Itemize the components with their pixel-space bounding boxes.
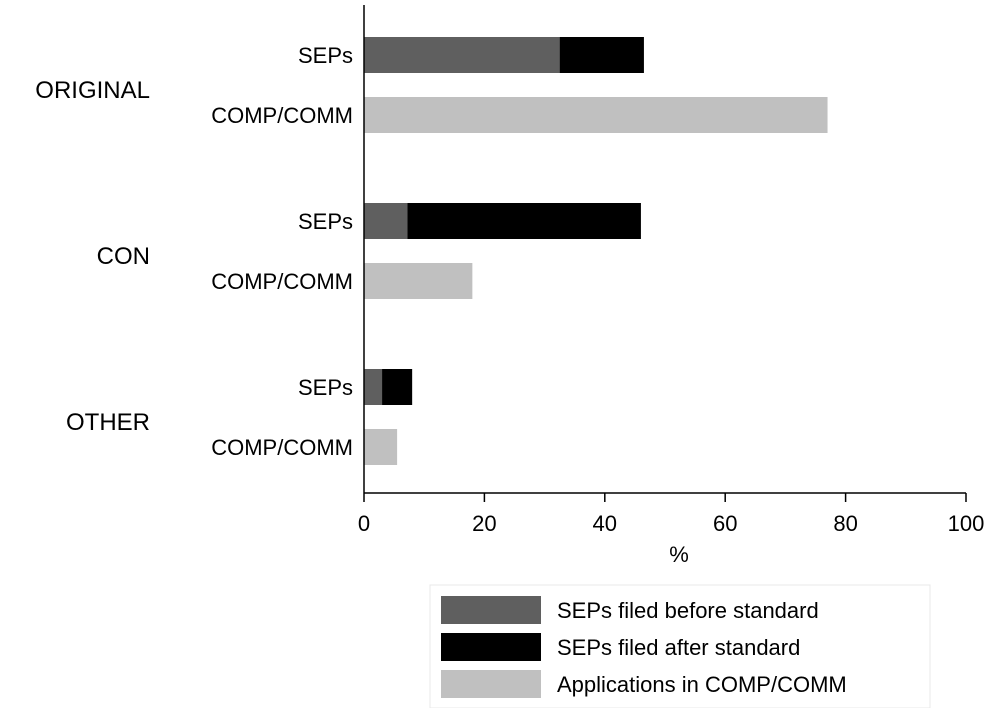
bar-segment — [382, 369, 413, 405]
x-tick-label: 20 — [472, 511, 496, 536]
bar-segment — [364, 369, 383, 405]
legend-label: Applications in COMP/COMM — [557, 672, 847, 697]
legend: SEPs filed before standard SEPs filed aft… — [429, 584, 931, 708]
x-axis-title: % — [669, 542, 689, 567]
bar-segment — [364, 263, 473, 299]
bar-label: SEPs — [298, 375, 353, 400]
group-label-other: OTHER — [66, 409, 150, 436]
legend-swatch — [441, 633, 541, 661]
bar-segment — [364, 37, 560, 73]
bar-label: SEPs — [298, 209, 353, 234]
bar-segment — [559, 37, 644, 73]
legend-label: SEPs filed after standard — [557, 635, 800, 660]
group-label-original: ORIGINAL — [35, 77, 150, 104]
bar-label: COMP/COMM — [211, 269, 353, 294]
x-ticks: 0 20 40 60 80 100 — [358, 493, 984, 536]
group-label-con: CON — [97, 243, 150, 270]
x-tick-label: 80 — [833, 511, 857, 536]
labels-layer: ORIGINAL SEPs COMP/COMM CON SEPs COMP/COMM OTH… — [35, 43, 353, 460]
bar-segment — [364, 429, 398, 465]
x-tick-label: 60 — [713, 511, 737, 536]
bar-label: COMP/COMM — [211, 435, 353, 460]
bar-label: COMP/COMM — [211, 103, 353, 128]
bar-label: SEPs — [298, 43, 353, 68]
x-tick-label: 100 — [948, 511, 985, 536]
bar-segment — [407, 203, 641, 239]
bar-segment — [364, 203, 408, 239]
x-tick-label: 0 — [358, 511, 370, 536]
bars-layer — [364, 37, 828, 465]
legend-label: SEPs filed before standard — [557, 598, 819, 623]
x-tick-label: 40 — [593, 511, 617, 536]
legend-swatch — [441, 670, 541, 698]
bar-segment — [364, 97, 828, 133]
legend-swatch — [441, 596, 541, 624]
